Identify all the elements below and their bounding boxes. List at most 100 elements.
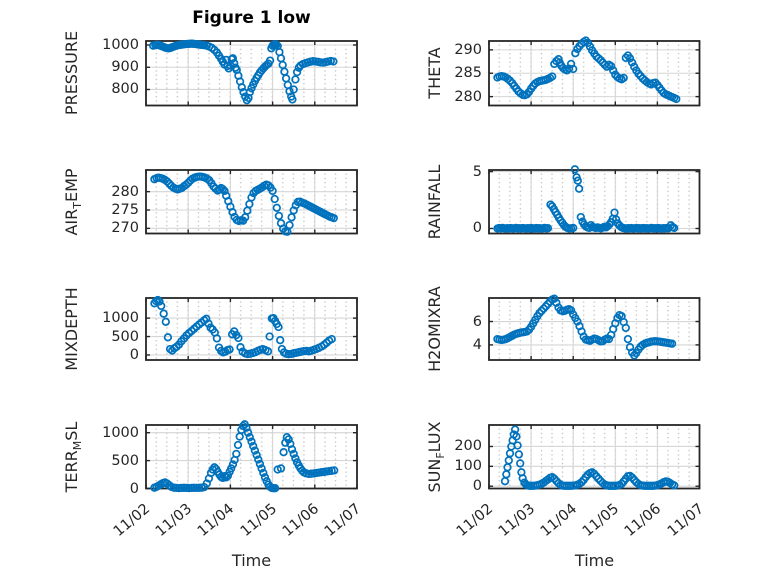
data-point <box>228 460 238 469</box>
axes-box <box>488 424 701 490</box>
data-point <box>512 432 521 441</box>
scatter-series-rainfall <box>493 165 679 233</box>
data-point <box>289 449 298 459</box>
y-axis-label-text: TERR <box>62 449 81 493</box>
data-point <box>503 463 512 472</box>
data-point <box>502 470 511 479</box>
scatter-series-air_temp <box>150 172 338 236</box>
subplot-mixdepth <box>130 282 373 376</box>
y-tick-label-air_temp: 280 <box>111 183 139 200</box>
axes-box <box>145 40 358 107</box>
y-tick-label-mixdepth: 500 <box>111 328 139 345</box>
data-point <box>569 223 578 233</box>
data-point <box>181 180 191 189</box>
axes-box <box>488 297 701 361</box>
data-point <box>276 54 286 63</box>
data-point <box>594 54 603 63</box>
data-point <box>234 333 243 343</box>
data-point <box>212 334 222 343</box>
y-tick-label-air_temp: 270 <box>111 220 139 237</box>
data-point <box>250 446 260 455</box>
data-point <box>543 224 553 233</box>
data-point <box>627 58 637 67</box>
y-tick-label-sun_flux: 200 <box>454 438 482 455</box>
data-point <box>285 220 294 230</box>
data-point <box>228 54 238 63</box>
data-point <box>227 464 236 473</box>
data-point <box>249 441 258 451</box>
y-tick-label-air_temp: 275 <box>111 202 139 218</box>
y-tick-label-mixdepth: 0 <box>129 346 139 363</box>
data-point <box>604 334 614 344</box>
y-tick-label-h2omixra: 4 <box>472 336 482 353</box>
y-tick-label-pressure: 1000 <box>102 37 139 53</box>
data-point <box>504 456 513 465</box>
y-tick-label-terr_msl: 0 <box>129 480 139 497</box>
data-point <box>247 193 256 202</box>
data-point <box>264 181 273 190</box>
data-point <box>548 72 557 81</box>
data-point <box>153 295 162 305</box>
y-axis-label-terr_msl: TERRMSL <box>61 307 85 583</box>
data-point <box>576 212 585 222</box>
y-axis-label-text: SL <box>62 421 81 441</box>
data-point <box>505 449 515 458</box>
data-point <box>270 194 279 204</box>
y-tick-label-rainfall: 0 <box>472 220 482 237</box>
y-tick-label-pressure: 900 <box>111 59 139 76</box>
data-point <box>265 332 274 341</box>
y-tick-label-rainfall: 5 <box>472 163 482 180</box>
data-point <box>566 306 576 315</box>
data-point <box>609 66 618 75</box>
y-axis-label-text: SUN <box>425 458 444 493</box>
y-tick-label-terr_msl: 500 <box>111 452 139 469</box>
y-tick-label-pressure: 800 <box>111 81 139 98</box>
data-point <box>237 83 246 92</box>
data-point <box>573 317 582 326</box>
scatter-series-sun_flux <box>500 425 679 490</box>
data-point <box>257 464 266 473</box>
data-point <box>619 73 628 83</box>
subplot-terr_msl <box>130 409 373 505</box>
data-point <box>276 336 285 345</box>
data-point <box>163 333 173 342</box>
data-point <box>500 477 510 486</box>
data-point <box>230 59 239 68</box>
data-point <box>574 184 584 193</box>
data-point <box>625 54 635 63</box>
data-point <box>672 94 681 104</box>
data-point <box>291 454 300 463</box>
data-point <box>236 343 245 352</box>
data-point <box>204 319 213 328</box>
data-point <box>503 74 513 84</box>
data-point <box>233 440 243 450</box>
data-point <box>272 203 281 212</box>
data-point <box>206 323 215 332</box>
data-point <box>243 206 252 215</box>
data-point <box>228 208 237 217</box>
data-point <box>159 309 168 318</box>
data-point <box>247 437 256 446</box>
data-point <box>287 445 297 454</box>
data-point <box>281 74 291 83</box>
data-point <box>215 185 224 194</box>
data-point <box>564 64 574 73</box>
data-point <box>270 484 280 493</box>
data-point <box>235 432 244 441</box>
data-point <box>623 334 633 344</box>
y-tick-label-theta: 280 <box>454 88 482 105</box>
data-point <box>220 186 229 196</box>
data-point <box>573 176 582 185</box>
data-point <box>218 184 227 194</box>
y-axis-label-subscript: M <box>71 440 85 450</box>
data-point <box>292 67 302 77</box>
chart-canvas-theta <box>488 36 701 107</box>
y-axis-label-text: LUX <box>425 421 444 453</box>
data-point <box>276 464 286 473</box>
data-point <box>610 208 619 217</box>
x-axis-title-left: Time <box>231 551 272 570</box>
y-tick-label-sun_flux: 0 <box>472 478 482 495</box>
data-point <box>537 306 546 315</box>
axes-box <box>488 169 701 235</box>
data-point <box>274 211 284 221</box>
